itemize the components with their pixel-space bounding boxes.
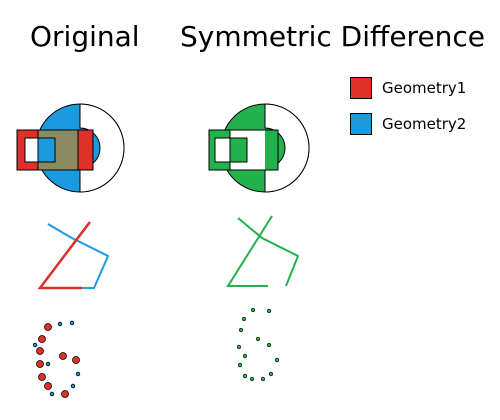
geometry1-line — [40, 222, 90, 288]
geometry1-point — [37, 348, 44, 355]
geometry1-point — [39, 374, 46, 381]
geometry1-point — [45, 324, 52, 331]
symdiff-right-band — [265, 130, 278, 170]
original-polygons — [17, 104, 124, 192]
symdiff-point — [267, 343, 271, 347]
symdiff-point — [239, 328, 243, 332]
symdiff-point — [250, 377, 254, 381]
symdiff-lines — [228, 216, 298, 286]
geometry1-point — [39, 336, 46, 343]
symdiff-point — [238, 363, 242, 367]
geometry2-point — [70, 321, 74, 325]
symdiff-line-b — [228, 216, 272, 286]
geometry1-point — [45, 383, 52, 390]
geometry2-point — [50, 392, 54, 396]
symdiff-point — [275, 358, 279, 362]
geometry2-in-hole — [38, 138, 55, 162]
symdiff-point — [237, 345, 241, 349]
geometry1-point — [73, 357, 80, 364]
symdiff-line-a — [238, 218, 298, 286]
geometry2-point — [46, 362, 50, 366]
geometry1-point — [37, 361, 44, 368]
symdiff-point — [242, 317, 246, 321]
geometry2-line — [40, 224, 108, 288]
geometry2-point — [33, 343, 37, 347]
original-lines — [40, 222, 108, 288]
symdiff-point — [267, 309, 271, 313]
symdiff-point — [261, 377, 265, 381]
geometry1-point — [60, 353, 67, 360]
original-points — [33, 321, 80, 397]
symdiff-point — [269, 372, 273, 376]
geometry1-point — [62, 391, 69, 398]
symdiff-point — [243, 354, 247, 358]
symdiff-point — [251, 308, 255, 312]
geometry2-point — [58, 322, 62, 326]
symdiff-points — [237, 308, 279, 381]
geometry2-point — [71, 384, 75, 388]
geometry2-point — [76, 372, 80, 376]
symdiff-point — [256, 337, 260, 341]
symdiff-small-square — [230, 138, 247, 162]
symdiff-polygons — [209, 104, 309, 192]
symdiff-point — [243, 374, 247, 378]
